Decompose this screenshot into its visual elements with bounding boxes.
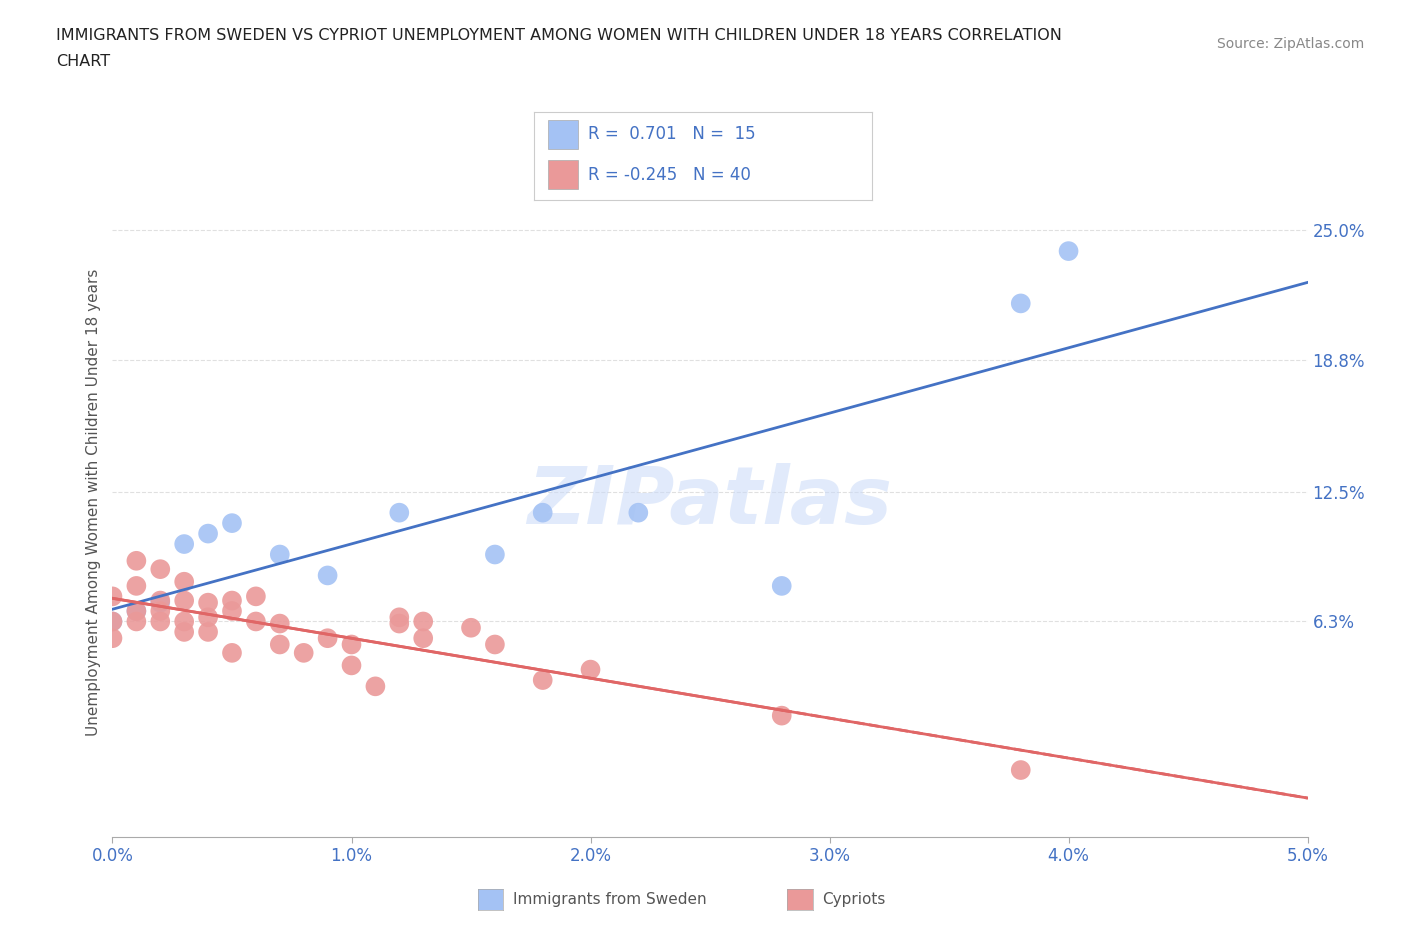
Point bbox=[197, 595, 219, 610]
Point bbox=[221, 593, 243, 608]
Point bbox=[316, 631, 339, 645]
Point bbox=[245, 589, 267, 604]
Point bbox=[340, 658, 363, 673]
Text: CHART: CHART bbox=[56, 54, 110, 69]
Point bbox=[1010, 296, 1032, 311]
Text: Cypriots: Cypriots bbox=[823, 892, 886, 907]
Text: R = -0.245   N = 40: R = -0.245 N = 40 bbox=[588, 166, 751, 184]
Point bbox=[149, 593, 172, 608]
Point bbox=[173, 625, 195, 640]
Point bbox=[292, 645, 315, 660]
Point bbox=[101, 631, 124, 645]
Point bbox=[269, 637, 291, 652]
Point bbox=[484, 547, 506, 562]
Point bbox=[269, 547, 291, 562]
Point bbox=[149, 562, 172, 577]
Point bbox=[125, 578, 148, 593]
Point bbox=[101, 614, 124, 629]
Point bbox=[197, 526, 219, 541]
Point bbox=[579, 662, 602, 677]
Point bbox=[221, 604, 243, 618]
Point bbox=[531, 672, 554, 687]
Point bbox=[627, 505, 650, 520]
Point bbox=[173, 614, 195, 629]
Point bbox=[770, 578, 793, 593]
Point bbox=[125, 604, 148, 618]
Point bbox=[1010, 763, 1032, 777]
Point bbox=[197, 625, 219, 640]
Point bbox=[316, 568, 339, 583]
Point bbox=[173, 537, 195, 551]
Text: R =  0.701   N =  15: R = 0.701 N = 15 bbox=[588, 126, 756, 143]
Point bbox=[173, 575, 195, 590]
Text: Immigrants from Sweden: Immigrants from Sweden bbox=[513, 892, 707, 907]
Point bbox=[269, 617, 291, 631]
Point bbox=[388, 617, 411, 631]
Point bbox=[149, 614, 172, 629]
FancyBboxPatch shape bbox=[548, 120, 578, 149]
Point bbox=[388, 505, 411, 520]
Point bbox=[101, 589, 124, 604]
Point bbox=[125, 604, 148, 618]
Point bbox=[770, 709, 793, 724]
Point bbox=[149, 604, 172, 618]
Point bbox=[531, 505, 554, 520]
Point bbox=[149, 595, 172, 610]
FancyBboxPatch shape bbox=[548, 160, 578, 190]
Point bbox=[125, 614, 148, 629]
Point bbox=[364, 679, 387, 694]
Point bbox=[245, 614, 267, 629]
Text: Source: ZipAtlas.com: Source: ZipAtlas.com bbox=[1216, 37, 1364, 51]
Point bbox=[221, 516, 243, 531]
Point bbox=[412, 631, 434, 645]
Point bbox=[125, 553, 148, 568]
Y-axis label: Unemployment Among Women with Children Under 18 years: Unemployment Among Women with Children U… bbox=[86, 269, 101, 736]
Text: IMMIGRANTS FROM SWEDEN VS CYPRIOT UNEMPLOYMENT AMONG WOMEN WITH CHILDREN UNDER 1: IMMIGRANTS FROM SWEDEN VS CYPRIOT UNEMPL… bbox=[56, 28, 1062, 43]
Point bbox=[388, 610, 411, 625]
Point bbox=[412, 614, 434, 629]
Point bbox=[484, 637, 506, 652]
Point bbox=[173, 593, 195, 608]
Point bbox=[460, 620, 482, 635]
Point bbox=[197, 610, 219, 625]
Point bbox=[1057, 244, 1080, 259]
Text: ZIPatlas: ZIPatlas bbox=[527, 463, 893, 541]
Point bbox=[221, 645, 243, 660]
Point bbox=[101, 614, 124, 629]
Point bbox=[340, 637, 363, 652]
